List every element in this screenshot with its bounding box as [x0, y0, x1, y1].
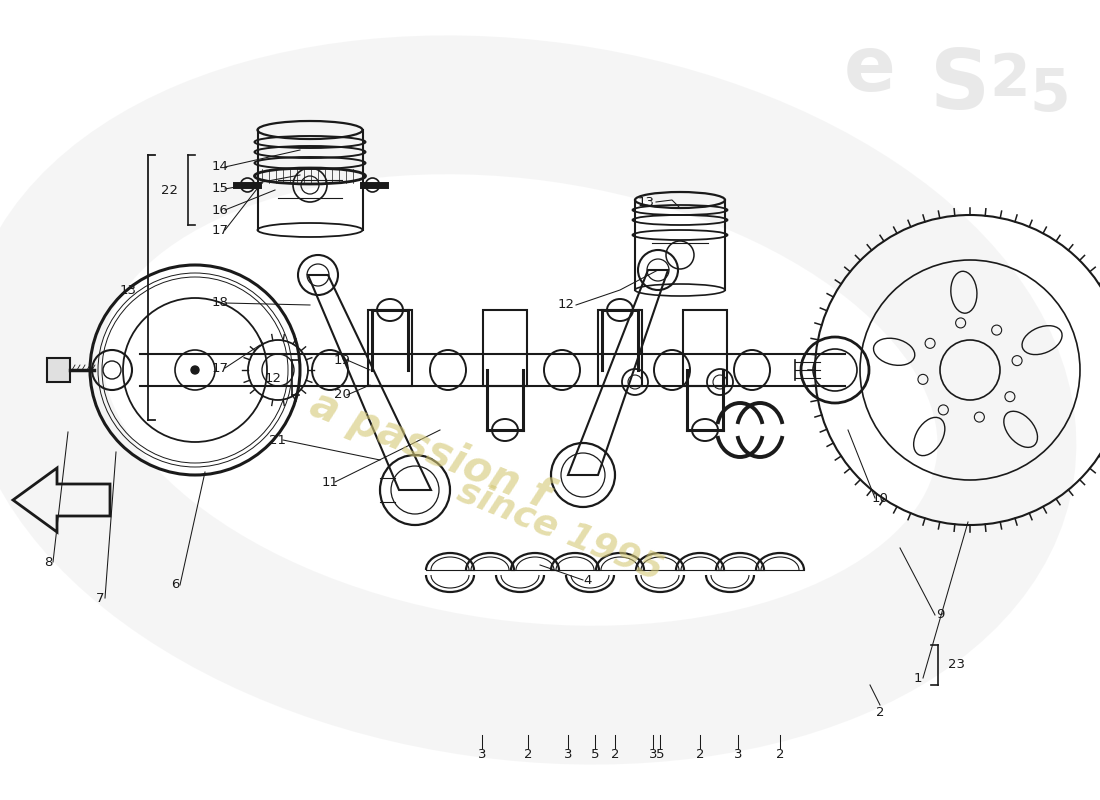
Bar: [598, 310, 642, 386]
Text: 14: 14: [211, 161, 229, 174]
Text: 13: 13: [638, 195, 654, 209]
Bar: [483, 310, 527, 386]
Text: 3: 3: [477, 749, 486, 762]
Text: 3: 3: [649, 749, 658, 762]
Text: 8: 8: [44, 555, 52, 569]
Text: 2: 2: [990, 51, 1031, 109]
Text: 13: 13: [120, 283, 138, 297]
Text: 9: 9: [936, 609, 944, 622]
Bar: [683, 310, 727, 386]
Text: 3: 3: [734, 749, 742, 762]
Text: 5: 5: [656, 749, 664, 762]
Text: 17: 17: [211, 223, 229, 237]
Text: 3: 3: [563, 749, 572, 762]
Text: 2: 2: [695, 749, 704, 762]
Text: 2: 2: [524, 749, 532, 762]
Bar: [368, 310, 412, 386]
Text: 15: 15: [211, 182, 229, 195]
Text: 2: 2: [610, 749, 619, 762]
Text: 2: 2: [876, 706, 884, 718]
Text: 18: 18: [211, 297, 229, 310]
Text: 12: 12: [558, 298, 575, 311]
Text: 6: 6: [170, 578, 179, 591]
Text: 2: 2: [776, 749, 784, 762]
Text: S: S: [930, 45, 990, 126]
Text: 19: 19: [333, 354, 351, 366]
Bar: [47, 358, 70, 382]
Text: since 1995: since 1995: [452, 474, 668, 586]
Text: 1: 1: [914, 671, 922, 685]
Circle shape: [191, 366, 199, 374]
Text: 23: 23: [948, 658, 965, 671]
Text: 16: 16: [211, 203, 229, 217]
Text: 12: 12: [265, 371, 282, 385]
Text: 5: 5: [1030, 66, 1070, 123]
Text: 10: 10: [871, 491, 889, 505]
Text: a passion f: a passion f: [304, 382, 557, 518]
Text: 4: 4: [584, 574, 592, 586]
Text: e: e: [844, 33, 895, 107]
Text: 22: 22: [161, 183, 178, 197]
Text: 20: 20: [333, 389, 351, 402]
Text: 21: 21: [270, 434, 286, 446]
Text: 17: 17: [211, 362, 229, 374]
Text: 7: 7: [96, 591, 104, 605]
Text: 5: 5: [591, 749, 600, 762]
Text: 11: 11: [321, 475, 339, 489]
